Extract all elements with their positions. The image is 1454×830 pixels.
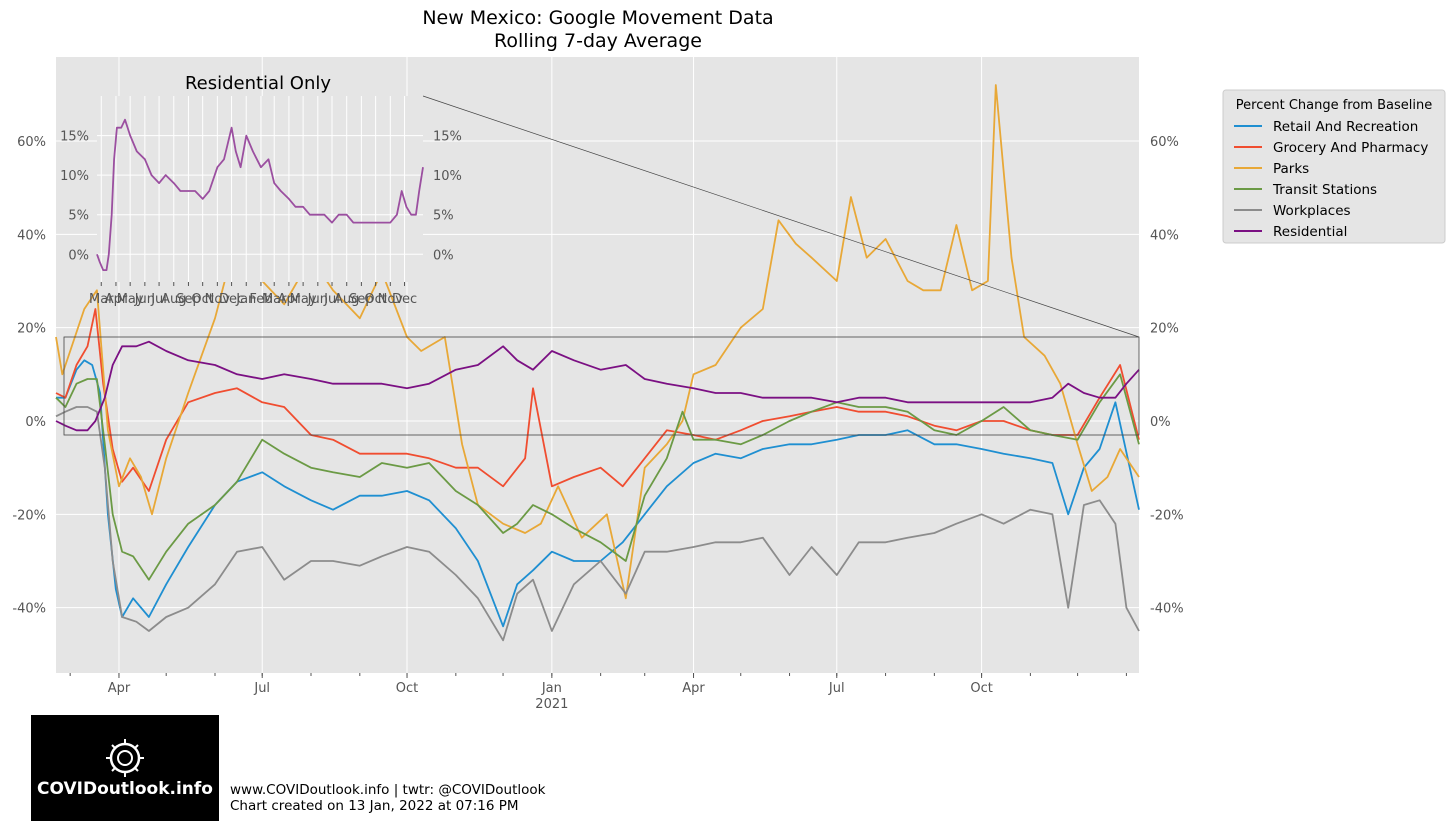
inset-x-tick-label: Jun [134, 292, 155, 307]
legend-label: Workplaces [1273, 203, 1351, 219]
series-line-workplaces [55, 406, 1140, 642]
inset-x-tick-label: Dec [219, 292, 244, 307]
logo-box [31, 715, 219, 821]
inset-series-line-residential [96, 118, 424, 271]
legend-box [1222, 89, 1446, 244]
inset-x-tick-label: Sep [176, 292, 201, 307]
virus-logo-icon [106, 739, 144, 777]
inset-background [97, 96, 423, 282]
inset-x-tick-label: Feb [249, 292, 272, 307]
y-tick-label-left: 20% [17, 322, 46, 337]
inset-x-tick-label: Mar [89, 292, 114, 307]
inset-y-tick-label-left: 10% [60, 169, 89, 184]
footer-line-1: www.COVIDoutlook.info | twtr: @COVIDoutl… [230, 782, 546, 798]
y-tick-label-left: 0% [25, 415, 46, 430]
inset-y-tick-label-left: 0% [68, 248, 89, 263]
inset-title: Residential Only [185, 73, 331, 94]
y-tick-label-right: 40% [1150, 228, 1179, 243]
x-tick-label: Apr [108, 681, 131, 696]
legend: Percent Change from Baseline Retail And R… [1222, 89, 1446, 244]
zoom-connector-line [422, 95, 1140, 338]
x-tick-label: Jan [541, 681, 562, 696]
inset-y-tick-label-right: 0% [433, 248, 454, 263]
legend-label: Transit Stations [1272, 182, 1377, 198]
inset-x-tick-label: Jul [323, 292, 340, 307]
legend-label: Parks [1273, 161, 1309, 177]
footer: COVIDoutlook.info www.COVIDoutlook.info … [31, 715, 546, 821]
y-tick-label-right: -20% [1150, 508, 1184, 523]
series-line-parks [55, 84, 1140, 600]
inset-x-tick-label: Jul [150, 292, 167, 307]
y-tick-label-right: 0% [1150, 415, 1171, 430]
x-tick-label: Jul [828, 681, 845, 696]
inset-y-tick-label-left: 5% [68, 209, 89, 224]
y-tick-label-left: 40% [17, 228, 46, 243]
inset-x-tick-label: Jan [235, 292, 256, 307]
x-year-label: 2021 [535, 697, 568, 712]
inset-x-tick-label: May [290, 292, 317, 307]
legend-label: Grocery And Pharmacy [1273, 140, 1428, 156]
inset-y-tick-label-left: 15% [60, 130, 89, 145]
y-tick-label-left: -40% [12, 602, 46, 617]
y-tick-label-right: -40% [1150, 602, 1184, 617]
inset-x-tick-label: Jun [307, 292, 328, 307]
inset-x-tick-label: Apr [278, 292, 301, 307]
x-tick-label: Oct [970, 681, 992, 696]
legend-title: Percent Change from Baseline [1236, 98, 1432, 113]
series-line-transit-stations [55, 373, 1140, 581]
inset-x-tick-label: Oct [191, 292, 213, 307]
inset-y-tick-label-right: 5% [433, 209, 454, 224]
series-line-residential [55, 340, 1140, 432]
inset-x-tick-label: Aug [161, 292, 186, 307]
inset-x-tick-label: May [117, 292, 144, 307]
x-tick-label: Jul [253, 681, 270, 696]
inset-x-tick-label: Apr [105, 292, 128, 307]
chart-title: New Mexico: Google Movement Data [422, 7, 773, 29]
inset-x-tick-label: Nov [378, 292, 404, 307]
inset-x-tick-label: Dec [392, 292, 417, 307]
legend-label: Residential [1273, 224, 1347, 240]
inset-y-tick-label-right: 15% [433, 130, 462, 145]
y-tick-label-left: -20% [12, 508, 46, 523]
x-tick-label: Apr [682, 681, 705, 696]
y-tick-label-left: 60% [17, 135, 46, 150]
y-tick-label-right: 60% [1150, 135, 1179, 150]
footer-line-2: Chart created on 13 Jan, 2022 at 07:16 P… [230, 798, 519, 814]
logo-text: COVIDoutlook.info [37, 779, 213, 799]
inset-y-tick-label-right: 10% [433, 169, 462, 184]
zoom-indicator-box [63, 336, 1140, 436]
x-tick-label: Oct [396, 681, 418, 696]
inset-x-tick-label: Sep [349, 292, 374, 307]
y-tick-label-right: 20% [1150, 322, 1179, 337]
chart-subtitle: Rolling 7-day Average [494, 30, 702, 52]
series-line-retail-and-recreation [56, 359, 1140, 628]
inset-x-tick-label: Mar [262, 292, 287, 307]
legend-label: Retail And Recreation [1273, 119, 1418, 135]
inset-x-tick-label: Aug [334, 292, 359, 307]
inset-x-tick-label: Oct [364, 292, 386, 307]
inset-x-tick-label: Nov [205, 292, 231, 307]
